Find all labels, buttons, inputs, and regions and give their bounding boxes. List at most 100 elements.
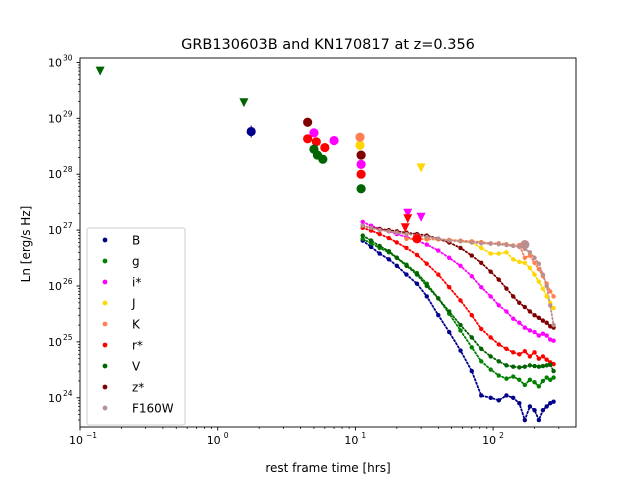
legend-label: B	[132, 234, 140, 248]
model-point	[504, 309, 509, 314]
upper-limit-marker	[403, 208, 413, 218]
chart-title: GRB130603B and KN170817 at z=0.356	[181, 37, 475, 53]
upper-limit-marker	[416, 163, 426, 173]
legend-marker	[102, 300, 108, 306]
model-point	[536, 364, 542, 369]
model-point	[540, 272, 546, 277]
model-point	[540, 354, 546, 359]
observed-point	[311, 137, 321, 147]
legend-label: g	[132, 255, 140, 269]
model-point	[548, 362, 553, 367]
model-point	[386, 229, 392, 234]
model-point	[517, 377, 522, 382]
model-point	[488, 367, 493, 372]
model-point	[496, 342, 501, 347]
model-point	[527, 354, 533, 359]
model-point	[522, 260, 528, 265]
observed-point	[356, 184, 366, 194]
model-point	[540, 331, 546, 336]
x-tick-label: 10	[69, 434, 83, 447]
model-point	[544, 320, 549, 325]
model-point	[536, 261, 542, 266]
model-point	[360, 233, 365, 238]
model-point	[527, 377, 533, 382]
model-point	[447, 255, 452, 260]
model-point	[551, 399, 556, 404]
model-point	[479, 346, 484, 352]
legend-box	[86, 227, 186, 426]
model-point	[548, 337, 553, 342]
model-point	[517, 320, 522, 325]
model-point	[522, 349, 528, 354]
model-point	[532, 379, 537, 385]
model-point	[504, 363, 509, 368]
model-point	[536, 266, 542, 272]
model-point	[511, 257, 516, 262]
model-point	[496, 359, 501, 364]
model-point	[447, 238, 452, 243]
model-point	[517, 352, 522, 357]
model-point	[536, 315, 542, 320]
observed-point	[303, 134, 313, 144]
y-tick-exponent: 27	[63, 221, 73, 230]
legend-marker	[102, 258, 108, 264]
model-point	[551, 368, 556, 374]
model-point	[522, 255, 528, 260]
model-point	[479, 245, 484, 251]
model-point	[394, 230, 400, 235]
model-point	[488, 251, 493, 256]
model-point	[527, 328, 533, 333]
x-tick-label: 10	[344, 434, 358, 447]
model-point	[496, 251, 501, 256]
model-point	[424, 283, 429, 289]
model-point	[504, 393, 509, 398]
legend-marker	[102, 384, 108, 390]
model-point	[377, 251, 382, 256]
observed-point	[309, 128, 319, 138]
model-point	[527, 253, 533, 258]
y-tick-label: 10	[48, 112, 62, 125]
model-point	[544, 283, 549, 289]
legend-marker	[102, 363, 108, 369]
model-point	[551, 375, 556, 380]
x-tick-label: 10	[482, 434, 496, 447]
y-tick-label: 10	[48, 168, 62, 181]
model-point	[360, 223, 365, 228]
observed-points	[95, 66, 530, 250]
model-point	[469, 368, 474, 374]
model-point	[488, 294, 493, 299]
model-point	[527, 250, 533, 255]
model-point	[517, 300, 522, 306]
model-point	[522, 364, 528, 369]
model-point	[386, 257, 392, 262]
model-point	[548, 303, 553, 308]
model-point	[527, 309, 533, 314]
x-axis-ticks: 10 −1 10 0 10 1 10 2	[69, 427, 560, 447]
model-point	[386, 235, 392, 241]
model-point	[394, 263, 400, 268]
model-point	[544, 294, 549, 299]
model-point	[488, 354, 493, 359]
model-point	[447, 285, 452, 290]
legend-label: J	[131, 297, 136, 311]
y-tick-exponent: 28	[63, 165, 73, 174]
model-point	[479, 393, 484, 398]
model-point	[536, 333, 542, 338]
model-point	[504, 242, 509, 248]
legend-label: V	[132, 360, 141, 374]
model-point	[504, 286, 509, 291]
model-point	[496, 277, 501, 282]
model-point	[377, 231, 382, 237]
y-tick-exponent: 24	[63, 389, 73, 398]
model-point	[404, 272, 409, 277]
model-point	[368, 225, 374, 230]
model-point	[517, 400, 522, 406]
model-point	[479, 260, 484, 265]
model-point	[551, 322, 556, 328]
observed-point	[356, 169, 366, 179]
model-point	[496, 303, 501, 308]
model-point	[511, 395, 516, 400]
model-point	[458, 239, 463, 244]
model-point	[527, 265, 533, 271]
model-point	[436, 296, 441, 301]
